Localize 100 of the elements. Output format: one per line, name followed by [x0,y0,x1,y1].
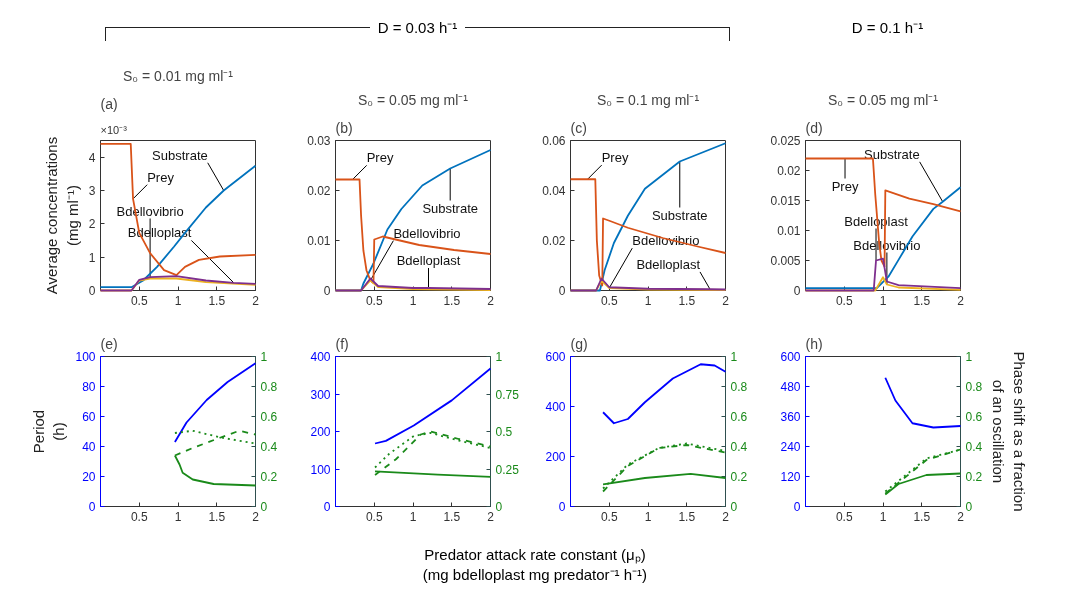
y-axis-title: Period (h) [30,409,68,454]
y2-tick-label: 0.4 [730,440,748,454]
x-tick-label: 1.5 [913,293,931,308]
x-tick-label: 0.5 [600,293,618,308]
x-tick-label: 1 [879,293,887,308]
chart-subtitle: S₀ = 0.05 mg ml⁻¹ [357,91,469,108]
y-tick-label: 0 [88,284,96,298]
y-tick-label: 3 [88,184,96,198]
x-tick-label: 0.5 [835,509,853,524]
x-tick-label: 1.5 [208,509,226,524]
y-tick-label: 0.02 [307,184,331,198]
annotation: Bdelloplast [396,253,461,268]
x-tick-label: 1 [174,509,182,524]
y-tick-label: 0 [558,284,566,298]
y2-tick-label: 0.2 [260,470,278,484]
y-tick-label: 240 [780,440,801,454]
y2-tick-label: 0.6 [965,410,983,424]
x-tick-label: 2 [722,509,730,524]
y-tick-label: 40 [82,440,96,454]
y2-tick-label: 0.25 [495,462,520,477]
x-tick-label: 0.5 [365,293,383,308]
y-tick-label: 600 [780,350,801,364]
x-tick-label: 1.5 [443,509,461,524]
y-tick-label: 360 [780,410,801,424]
x-tick-label: 0.5 [365,509,383,524]
annotation: Prey [831,178,859,194]
x-tick-label: 0.5 [130,293,148,308]
y2-tick-label: 0 [965,500,973,514]
x-tick-label: 2 [722,293,730,308]
y-tick-label: 0 [558,500,566,514]
x-tick-label: 0.5 [600,509,618,524]
y-tick-label: 2 [88,217,96,232]
y-tick-label: 0.02 [777,164,801,178]
y-tick-label: 200 [545,450,566,464]
y2-tick-label: 1 [495,350,503,364]
x-tick-label: 1 [174,293,182,308]
y-tick-label: 0 [323,284,331,298]
y2-tick-label: 1 [965,350,973,364]
y-axis-title: Average concentrations (mg ml⁻¹) [43,136,81,295]
y2-tick-label: 1 [260,350,268,364]
chart-title: (h) [805,335,823,352]
x-tick-label: 1.5 [913,509,931,524]
x-tick-label: 2 [252,293,260,308]
y-tick-label: 0 [88,500,96,514]
y2-tick-label: 0.75 [495,387,520,402]
annotation: Substrate [651,207,708,223]
y-tick-label: 80 [82,380,96,394]
y-tick-label: 0.04 [542,184,566,198]
chart-subtitle: S₀ = 0.1 mg ml⁻¹ [596,91,700,108]
chart-title: (d) [805,119,823,136]
text: Predator attack rate constant (μₚ) (mg bdelloplast mg predator⁻¹ h⁻¹) [421,545,649,585]
y2-tick-label: 0 [260,500,268,514]
annotation: Prey [366,150,394,166]
y2-tick-label: 0.6 [730,410,748,424]
y-tick-label: 0.03 [307,134,331,148]
y2-tick-label: 0.8 [965,380,983,394]
y2-axis-title: Phase shift as a fraction of an oscillation [990,351,1028,512]
y2-tick-label: 0.2 [730,470,748,484]
chart-title: (f) [335,335,349,352]
chart-title: (a) [100,95,118,112]
x-tick-label: 2 [252,509,260,524]
y2-tick-label: 0.4 [965,440,983,454]
y2-tick-label: 0 [730,500,738,514]
x-tick-label: 0.5 [130,509,148,524]
y-tick-label: 300 [310,387,331,402]
y-tick-label: 20 [82,470,96,484]
y-tick-label: 1 [88,250,96,265]
y2-tick-label: 0.4 [260,440,278,454]
x-tick-label: 1 [644,509,652,524]
x-tick-label: 2 [487,509,495,524]
text: D = 0.03 h⁻¹ [369,19,466,36]
x-tick-label: 1 [879,509,887,524]
x-tick-label: 2 [957,509,965,524]
y-tick-label: 600 [545,350,566,364]
annotation: Prey [147,169,175,185]
y-tick-label: 100 [75,350,96,364]
y-tick-label: 0 [323,500,331,514]
y-tick-label: 0 [793,284,801,298]
chart-title: (g) [570,335,588,352]
text: D = 0.1 h⁻¹ [843,19,932,36]
x-tick-label: 1.5 [678,509,696,524]
y2-tick-label: 0.8 [260,380,278,394]
x-tick-label: 2 [957,293,965,308]
y-tick-label: 480 [780,380,801,394]
y-tick-label: 0.005 [770,254,801,268]
y-tick-label: 400 [310,350,331,364]
text: ×10⁻³ [100,123,128,136]
x-tick-label: 1.5 [208,293,226,308]
annotation: Bdellovibrio [393,225,461,241]
chart-subtitle: S₀ = 0.05 mg ml⁻¹ [827,91,939,108]
y2-tick-label: 0 [495,500,503,514]
y-tick-label: 60 [82,410,96,424]
y-tick-label: 0.01 [307,234,331,248]
y-tick-label: 120 [780,470,801,484]
y-tick-label: 0 [793,500,801,514]
x-tick-label: 0.5 [835,293,853,308]
x-tick-label: 1 [409,293,417,308]
y-tick-label: 0.01 [777,224,801,238]
x-tick-label: 1.5 [443,293,461,308]
x-tick-label: 1 [644,293,652,308]
